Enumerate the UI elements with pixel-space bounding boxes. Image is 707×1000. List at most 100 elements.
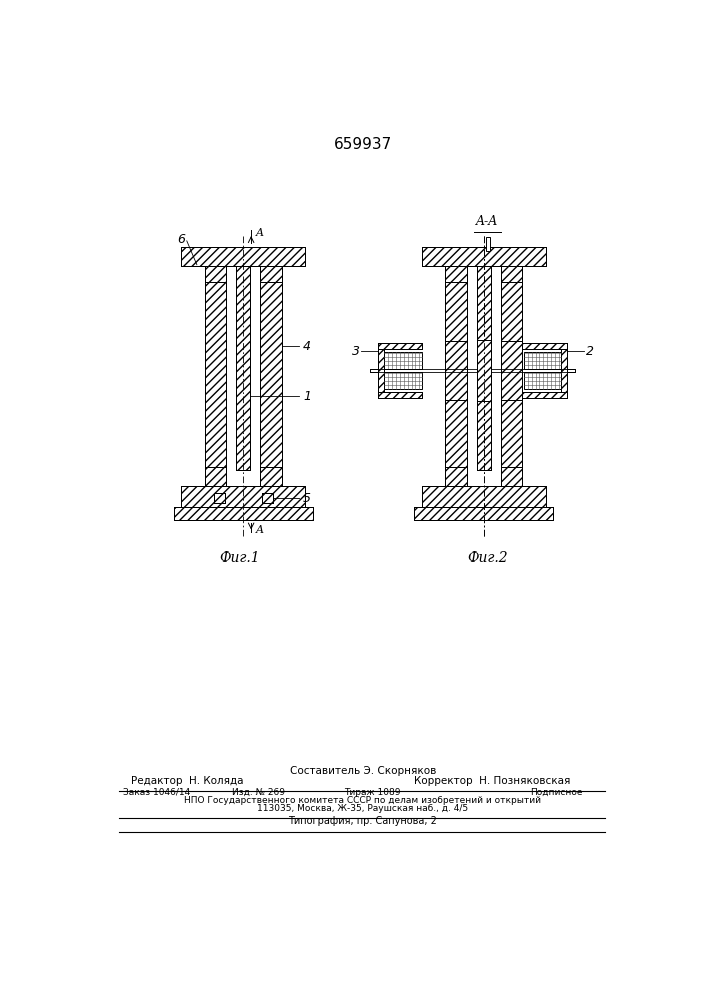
Bar [260, 466, 282, 486]
Bar [378, 392, 421, 398]
Text: Изд. № 269: Изд. № 269 [232, 788, 285, 797]
Bar [378, 392, 421, 398]
Bar [260, 282, 282, 466]
Bar [522, 343, 567, 349]
Bar [236, 266, 250, 470]
Text: 3: 3 [351, 345, 360, 358]
Bar [260, 466, 282, 486]
Bar [204, 266, 226, 282]
Bar [421, 247, 546, 266]
Bar [445, 282, 467, 466]
Bar [477, 266, 491, 470]
Bar [421, 247, 546, 266]
Bar [414, 507, 554, 520]
Bar [501, 282, 522, 466]
Bar [522, 392, 567, 398]
Bar [262, 493, 273, 503]
Bar [214, 493, 225, 503]
Bar [204, 282, 226, 466]
Text: A-A: A-A [477, 215, 498, 228]
Bar [260, 266, 282, 282]
Bar [501, 282, 522, 466]
Bar [524, 372, 561, 389]
Bar [477, 266, 491, 470]
Bar [467, 266, 501, 466]
Bar [378, 343, 385, 398]
Bar [477, 340, 491, 401]
Bar [501, 466, 522, 486]
Bar [260, 282, 282, 466]
Bar [522, 343, 567, 349]
Bar [445, 343, 501, 398]
Text: 6: 6 [177, 233, 185, 246]
Bar [477, 266, 491, 470]
Text: Типография, пр. Сапунова, 2: Типография, пр. Сапунова, 2 [288, 816, 437, 826]
Bar [421, 486, 546, 507]
Bar [204, 466, 226, 486]
Bar [182, 486, 305, 507]
Bar [214, 493, 225, 503]
Bar [561, 343, 567, 398]
Bar [445, 266, 467, 282]
Bar [236, 266, 250, 470]
Text: Заказ 1046/14: Заказ 1046/14 [123, 788, 190, 797]
Bar [174, 507, 313, 520]
Bar [226, 266, 236, 470]
Text: Корректор  Н. Позняковская: Корректор Н. Позняковская [414, 776, 571, 786]
Text: Фиг.1: Фиг.1 [219, 551, 259, 565]
Bar [445, 282, 467, 466]
Bar [378, 343, 421, 349]
Bar [204, 282, 226, 466]
Text: Фиг.2: Фиг.2 [467, 551, 508, 565]
Bar [262, 493, 273, 503]
Bar [501, 466, 522, 486]
Bar [486, 237, 490, 251]
Bar [226, 266, 260, 466]
Bar [445, 266, 467, 282]
Bar [182, 247, 305, 266]
Bar [378, 343, 385, 398]
Bar [174, 507, 313, 520]
Bar [445, 341, 467, 400]
Bar [214, 493, 225, 503]
Text: 5: 5 [303, 492, 311, 505]
Bar [501, 341, 522, 400]
Bar [182, 486, 305, 507]
Bar [501, 266, 522, 282]
Text: A: A [256, 525, 264, 535]
Bar [491, 266, 501, 470]
Bar [204, 266, 226, 282]
Text: 113035, Москва, Ж-35, Раушская наб., д. 4/5: 113035, Москва, Ж-35, Раушская наб., д. … [257, 804, 468, 813]
Bar [445, 341, 467, 400]
Bar [236, 266, 250, 470]
Text: НПО Государственного комитета СССР по делам изобретений и открытий: НПО Государственного комитета СССР по де… [185, 796, 542, 805]
Bar [260, 266, 282, 282]
Bar [522, 392, 567, 398]
Bar [385, 352, 421, 369]
Bar [477, 340, 491, 401]
Bar [262, 493, 273, 503]
Text: 659937: 659937 [334, 137, 392, 152]
Bar [477, 266, 491, 470]
Bar [445, 466, 467, 486]
Text: 2: 2 [586, 345, 594, 358]
Bar [524, 352, 561, 369]
Text: A: A [256, 228, 264, 238]
Bar [445, 466, 467, 486]
Bar [567, 369, 575, 372]
Bar [370, 369, 378, 372]
Text: Подписное: Подписное [530, 788, 583, 797]
Text: Редактор  Н. Коляда: Редактор Н. Коляда [131, 776, 243, 786]
Bar [501, 341, 522, 400]
Text: 4: 4 [303, 340, 311, 353]
Bar [467, 266, 477, 470]
Bar [182, 247, 305, 266]
Bar [421, 486, 546, 507]
Bar [385, 372, 421, 389]
Bar [378, 343, 421, 349]
Bar [501, 266, 522, 282]
Text: 1: 1 [303, 390, 311, 403]
Bar [204, 466, 226, 486]
Bar [561, 343, 567, 398]
Bar [250, 266, 260, 470]
